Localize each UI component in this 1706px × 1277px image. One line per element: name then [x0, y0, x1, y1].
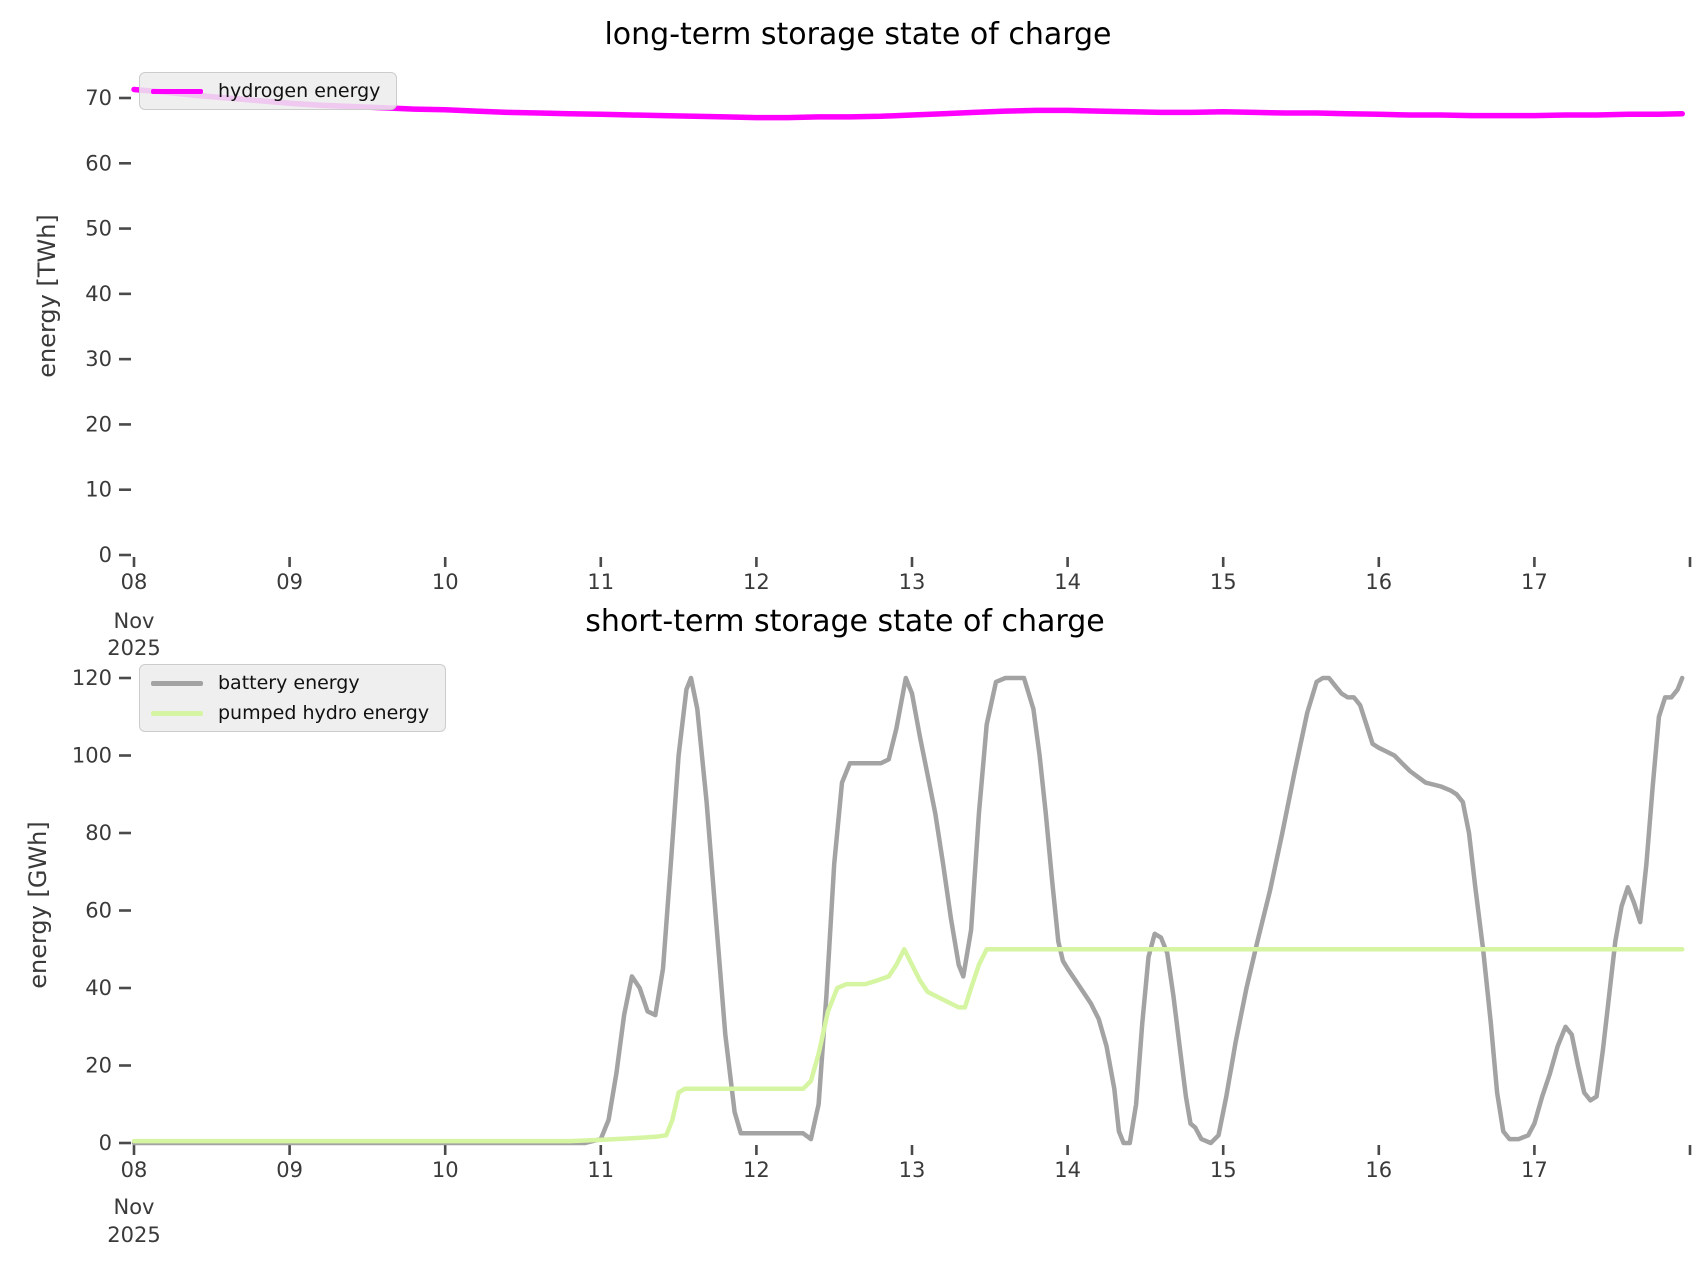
legend-label-battery: battery energy [218, 672, 360, 694]
hydrogen-line-sample [151, 88, 203, 94]
svg-text:0: 0 [99, 543, 112, 567]
title-short-term-chart: short-term storage state of charge [585, 604, 1105, 639]
svg-text:20: 20 [85, 412, 112, 436]
svg-text:11: 11 [587, 570, 614, 594]
svg-text:20: 20 [85, 1054, 112, 1078]
svg-text:Nov: Nov [114, 609, 155, 633]
svg-text:17: 17 [1521, 570, 1548, 594]
svg-text:14: 14 [1054, 570, 1081, 594]
svg-text:40: 40 [85, 282, 112, 306]
svg-text:08: 08 [121, 570, 148, 594]
series-line-battery-energy [131, 675, 1685, 1146]
svg-text:10: 10 [432, 570, 459, 594]
svg-text:120: 120 [72, 666, 112, 690]
svg-text:30: 30 [85, 347, 112, 371]
svg-text:16: 16 [1365, 570, 1392, 594]
title-long-term-chart: long-term storage state of charge [604, 17, 1112, 52]
legend-short-term: battery energy pumped hydro energy [139, 664, 447, 732]
svg-text:13: 13 [899, 570, 926, 594]
legend-item-pumped-hydro: pumped hydro energy [151, 702, 429, 724]
y-axis-label-long-term: energy [TWh] [33, 214, 61, 378]
series-line-pumped-hydro-energy [131, 947, 1685, 1144]
svg-text:60: 60 [85, 899, 112, 923]
svg-text:10: 10 [432, 1158, 459, 1182]
svg-text:17: 17 [1521, 1158, 1548, 1182]
svg-text:80: 80 [85, 821, 112, 845]
svg-text:40: 40 [85, 976, 112, 1000]
svg-text:70: 70 [85, 86, 112, 110]
svg-text:50: 50 [85, 217, 112, 241]
svg-text:13: 13 [899, 1158, 926, 1182]
svg-text:12: 12 [743, 1158, 770, 1182]
svg-text:08: 08 [121, 1158, 148, 1182]
svg-text:0: 0 [99, 1131, 112, 1155]
svg-text:09: 09 [276, 1158, 303, 1182]
y-axis-label-short-term: energy [GWh] [24, 821, 52, 989]
svg-text:15: 15 [1210, 1158, 1237, 1182]
legend-long-term: hydrogen energy [139, 72, 398, 110]
svg-text:16: 16 [1365, 1158, 1392, 1182]
svg-text:12: 12 [743, 570, 770, 594]
svg-text:15: 15 [1210, 570, 1237, 594]
svg-text:14: 14 [1054, 1158, 1081, 1182]
svg-text:10: 10 [85, 478, 112, 502]
legend-item-hydrogen: hydrogen energy [151, 80, 380, 102]
svg-text:2025: 2025 [107, 636, 160, 660]
svg-text:60: 60 [85, 151, 112, 175]
legend-label-pumped-hydro: pumped hydro energy [218, 702, 430, 724]
svg-text:Nov: Nov [114, 1195, 155, 1219]
svg-text:100: 100 [72, 744, 112, 768]
svg-text:2025: 2025 [107, 1223, 160, 1247]
legend-label-hydrogen: hydrogen energy [218, 80, 381, 102]
pumped-hydro-line-sample [151, 710, 203, 716]
battery-line-sample [151, 680, 203, 686]
svg-text:09: 09 [276, 570, 303, 594]
svg-text:11: 11 [587, 1158, 614, 1182]
legend-item-battery: battery energy [151, 672, 429, 694]
